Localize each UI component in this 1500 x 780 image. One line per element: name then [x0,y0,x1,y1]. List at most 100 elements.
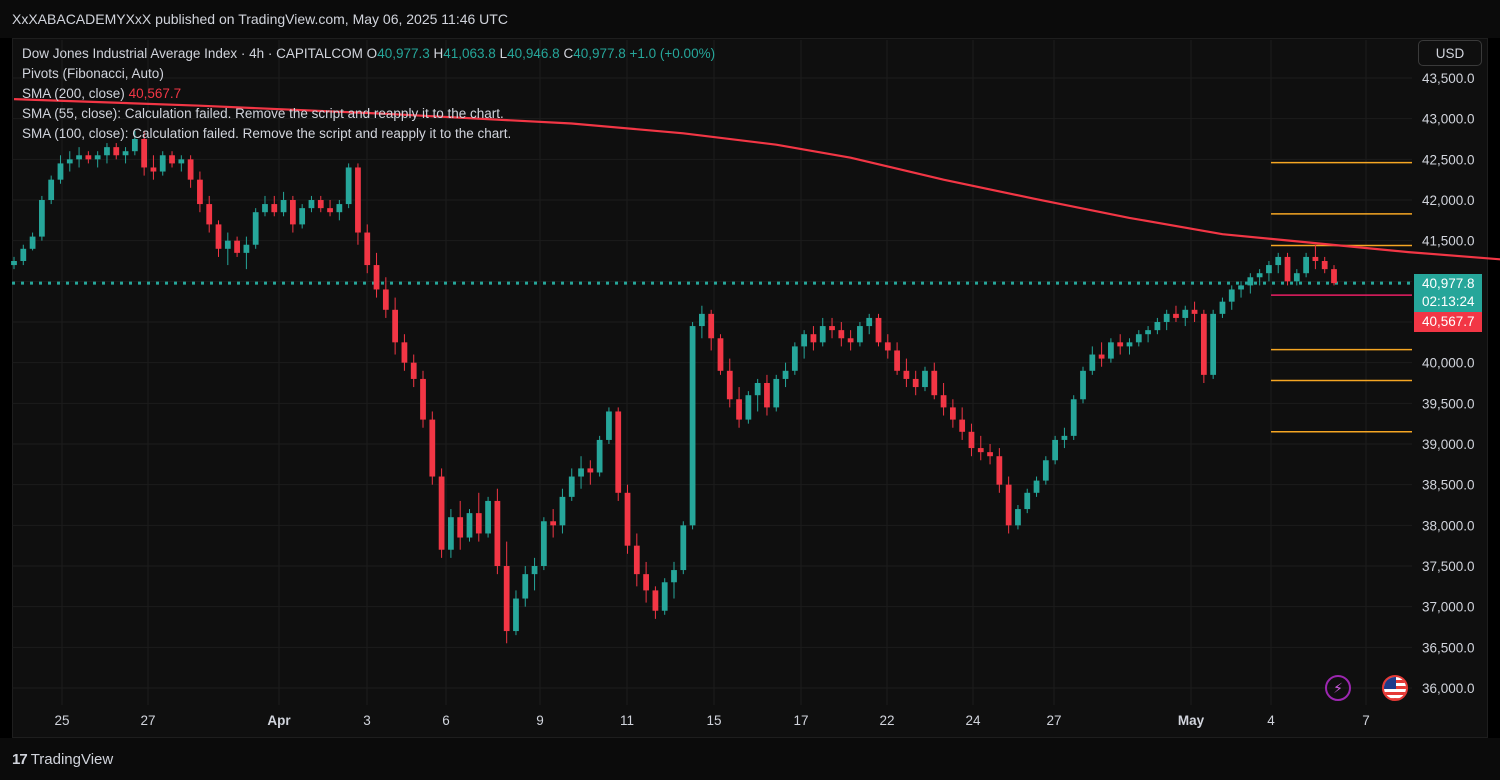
candle-body [736,399,742,420]
bottom-bar [0,738,1500,780]
candle-body [1154,322,1161,331]
candle-body [782,370,789,379]
sma200-indicator[interactable]: SMA (200, close) 40,567.7 [22,84,715,104]
candle-body [159,155,166,172]
candle-body [355,167,361,233]
candle-body [308,200,315,209]
candle-body [1266,265,1272,274]
candle-body [364,232,371,266]
candle-body [1331,269,1337,284]
high-value: 41,063.8 [443,46,496,61]
candle-body [754,383,761,396]
candle-body [596,439,603,473]
low-value: 40,946.8 [507,46,560,61]
candle-body [894,350,900,371]
y-tick-label: 37,000.0 [1422,600,1475,615]
candle-body [252,212,259,245]
candle-body [1182,309,1189,318]
candle-body [606,411,612,440]
candle-body [131,139,138,152]
bar-countdown: 02:13:24 [1422,294,1475,309]
candle-body [912,378,919,388]
candle-body [689,326,696,526]
chart-panel[interactable] [12,38,1488,738]
candle-body [1015,509,1021,526]
x-tick-label: 15 [706,713,721,728]
candle-body [141,139,148,168]
candle-body [699,313,705,327]
candle-body [1275,256,1282,266]
candle-body [382,289,389,310]
candle-body [169,155,175,164]
candle-body [550,521,557,526]
candle-body [866,317,873,327]
candle-body [1080,370,1086,400]
candle-body [819,326,826,343]
candle-body [327,208,333,213]
candle-body [94,155,101,160]
candle-body [438,476,445,550]
candle-body [1126,342,1133,347]
candle-body [996,456,1003,485]
candle-body [1173,313,1179,318]
high-label: H [433,46,444,61]
candle-body [587,468,594,473]
candle-body [643,574,649,591]
candle-body [801,334,808,347]
y-tick-label: 36,000.0 [1422,681,1475,696]
candle-body [1321,261,1328,270]
candle-body [373,265,380,290]
top-bar: XxXABACADEMYXxX published on TradingView… [0,0,1500,38]
candle-body [289,200,296,225]
currency-button[interactable]: USD [1418,40,1482,66]
tradingview-mark-icon: 17 [12,751,28,768]
x-tick-label: 27 [140,713,155,728]
tradingview-logo[interactable]: 17 TradingView [12,751,113,768]
candle-body [280,200,287,213]
low-label: L [499,46,508,61]
candle-body [1145,330,1151,335]
candle-body [708,313,715,339]
sma55-indicator[interactable]: SMA (55, close): Calculation failed. Rem… [22,106,504,121]
candle-body [197,179,203,205]
x-tick-label: 27 [1046,713,1061,728]
candle-body [392,309,399,343]
sma100-indicator[interactable]: SMA (100, close): Calculation failed. Re… [22,126,512,141]
y-tick-label: 43,000.0 [1422,112,1475,127]
candle-body [949,407,956,420]
candle-body [1135,334,1142,343]
close-value: 40,977.8 [573,46,626,61]
pivots-indicator[interactable]: Pivots (Fibonacci, Auto) [22,66,164,81]
candle-body [1089,354,1096,371]
sma200-line [13,98,1500,261]
candle-body [1098,354,1105,359]
candle-body [661,582,668,611]
candle-body [457,517,464,538]
candle-body [466,513,473,538]
candle-body [410,362,417,379]
change-value: +1.0 (+0.00%) [629,46,716,61]
lightning-icon[interactable]: ⚡ [1325,675,1351,701]
candle-body [1247,277,1254,286]
last-price-value: 40,977.8 [1422,276,1475,291]
sma200-label: SMA (200, close) [22,86,125,101]
candle-body [224,240,231,249]
candle-body [20,248,27,261]
y-tick-label: 39,000.0 [1422,437,1475,452]
candle-body [1061,435,1068,440]
sma-price-tag: 40,567.7 [1414,312,1482,332]
symbol-row[interactable]: Dow Jones Industrial Average Index · 4h … [22,44,715,64]
candle-body [745,395,752,420]
x-tick-label: 24 [965,713,981,728]
candle-body [540,521,547,566]
candle-body [987,452,993,457]
candle-body [485,500,491,534]
candle-body [764,383,770,408]
candle-body [931,370,938,396]
candle-body [726,370,733,400]
candle-body [903,370,910,379]
candle-body [1219,301,1226,314]
us-flag-icon[interactable] [1382,675,1408,701]
tradingview-brand: TradingView [30,751,114,768]
